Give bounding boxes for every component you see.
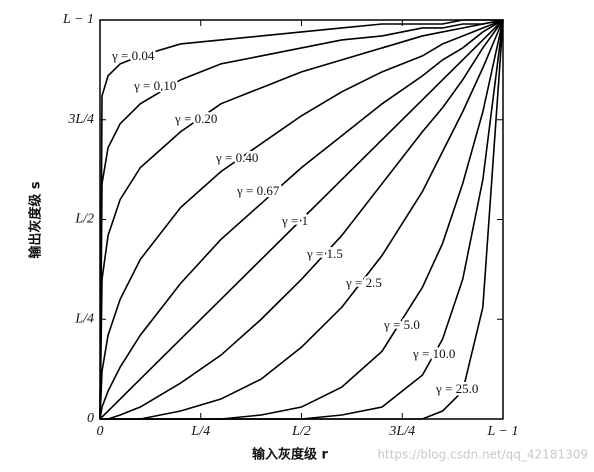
curve-label: γ = 0.20 [174, 111, 217, 126]
curve [99, 19, 503, 420]
curve-label: γ = 10.0 [412, 346, 455, 361]
y-tick-label: L/4 [74, 311, 94, 326]
curve [99, 19, 504, 420]
curve-label: γ = 5.0 [383, 317, 420, 332]
curve [99, 19, 504, 420]
curve-label: γ = 1 [281, 213, 308, 228]
x-tick-label: L/4 [190, 424, 210, 439]
curve-label: γ = 1.5 [306, 246, 343, 261]
x-axis-label: 输入灰度级 r [252, 447, 329, 463]
curve-label: γ = 0.10 [133, 78, 176, 93]
curve-label: γ = 0.04 [111, 48, 155, 63]
curve-label: γ = 0.40 [215, 150, 258, 165]
x-tick-label: L/2 [291, 424, 311, 439]
x-tick-label: 0 [97, 424, 104, 439]
x-tick-label: L − 1 [487, 424, 519, 439]
y-axis-label: 输出灰度级 s [28, 181, 44, 259]
curve-label: γ = 0.67 [236, 183, 280, 198]
y-tick-label: L/2 [74, 212, 94, 227]
y-tick-label: 3L/4 [67, 112, 94, 127]
curve [100, 19, 504, 420]
watermark: https://blog.csdn.net/qq_42181309 [377, 448, 588, 462]
curve [99, 19, 504, 420]
y-tick-label: 0 [87, 411, 94, 426]
curve [99, 19, 504, 420]
y-tick-label: L − 1 [62, 12, 94, 27]
curve [99, 19, 504, 420]
curve-label: γ = 2.5 [345, 275, 382, 290]
x-tick-label: 3L/4 [388, 424, 415, 439]
curve [100, 19, 504, 420]
curve-label: γ = 25.0 [435, 381, 478, 396]
